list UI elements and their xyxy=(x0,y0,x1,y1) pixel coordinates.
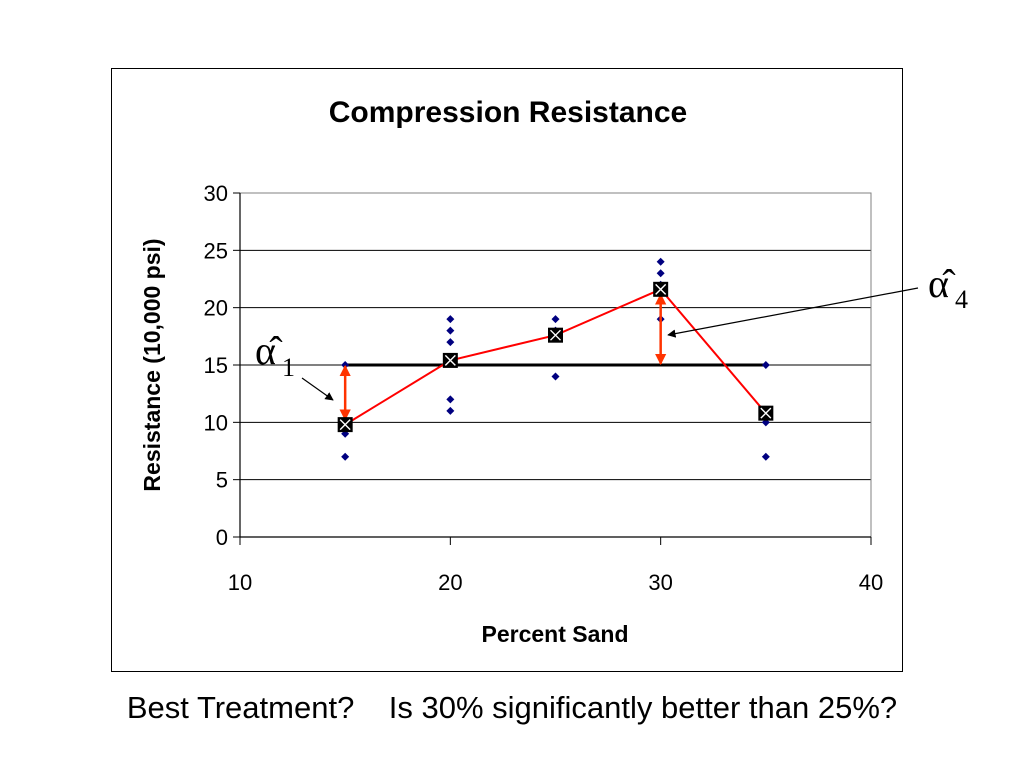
question-30-vs-25: Is 30% significantly better than 25%? xyxy=(388,690,898,725)
observation-point xyxy=(656,269,665,278)
observation-point xyxy=(656,257,665,266)
alpha-hat-4-subscript: 4 xyxy=(955,285,968,314)
treatment-mean-marker xyxy=(653,281,669,297)
y-tick-label: 5 xyxy=(216,468,228,493)
mean-marker-cross xyxy=(760,407,772,419)
mean-marker-cross xyxy=(339,419,351,431)
mean-marker-cross xyxy=(444,354,456,366)
y-tick-label: 25 xyxy=(204,238,228,263)
alpha-hat-4-pointer xyxy=(667,287,919,338)
question-best-treatment: Best Treatment? xyxy=(126,690,355,725)
chart-frame xyxy=(111,68,903,672)
treatment-mean-marker xyxy=(337,417,353,433)
alpha-hat-1-subscript: 1 xyxy=(282,353,295,382)
y-tick-label: 0 xyxy=(216,525,228,550)
x-tick-label: 10 xyxy=(228,570,252,595)
x-tick-label: 30 xyxy=(648,570,672,595)
observation-point xyxy=(761,452,770,461)
observation-point xyxy=(446,395,455,404)
treatment-mean-marker xyxy=(548,327,563,343)
question-spacer xyxy=(354,690,388,725)
observation-point xyxy=(551,315,560,324)
observation-point xyxy=(446,326,455,335)
x-tick-label: 40 xyxy=(859,570,883,595)
annotation-alpha-4: α̂ 4 xyxy=(667,261,968,338)
observation-point xyxy=(446,338,455,347)
treatment-mean-marker xyxy=(758,405,774,421)
x-tick-label: 20 xyxy=(438,570,462,595)
mean-marker-cross xyxy=(550,329,561,341)
observation-point xyxy=(551,372,560,381)
annotation-alpha-1: α̂ 1 xyxy=(255,328,334,401)
y-axis: 0 5 10 15 20 25 30 xyxy=(204,181,241,550)
y-tick-label: 20 xyxy=(204,296,228,321)
x-axis: 10 20 30 40 xyxy=(228,536,883,595)
observation-point xyxy=(341,452,350,461)
observation-point xyxy=(761,361,770,369)
chart-title: Compression Resistance xyxy=(329,96,687,129)
observation-point xyxy=(446,315,455,324)
observation-points xyxy=(341,257,770,461)
y-tick-label: 30 xyxy=(204,181,228,206)
effect-arrows xyxy=(339,293,667,421)
alpha-hat-1-symbol: α̂ xyxy=(255,328,283,373)
y-tick-label: 15 xyxy=(204,353,228,378)
x-axis-label: Percent Sand xyxy=(482,621,629,647)
footer-questions: Best Treatment? Is 30% significantly bet… xyxy=(0,690,1024,726)
observation-point xyxy=(446,406,455,415)
alpha-hat-4-symbol: α̂ xyxy=(928,261,956,306)
treatment-mean-series xyxy=(337,281,774,433)
mean-marker-cross xyxy=(655,283,667,295)
y-axis-label: Resistance (10,000 psi) xyxy=(139,238,165,491)
y-tick-label: 10 xyxy=(204,410,228,435)
treatment-mean-marker xyxy=(442,352,458,368)
treatment-mean-line xyxy=(344,288,767,426)
alpha-hat-1-pointer xyxy=(301,377,334,401)
